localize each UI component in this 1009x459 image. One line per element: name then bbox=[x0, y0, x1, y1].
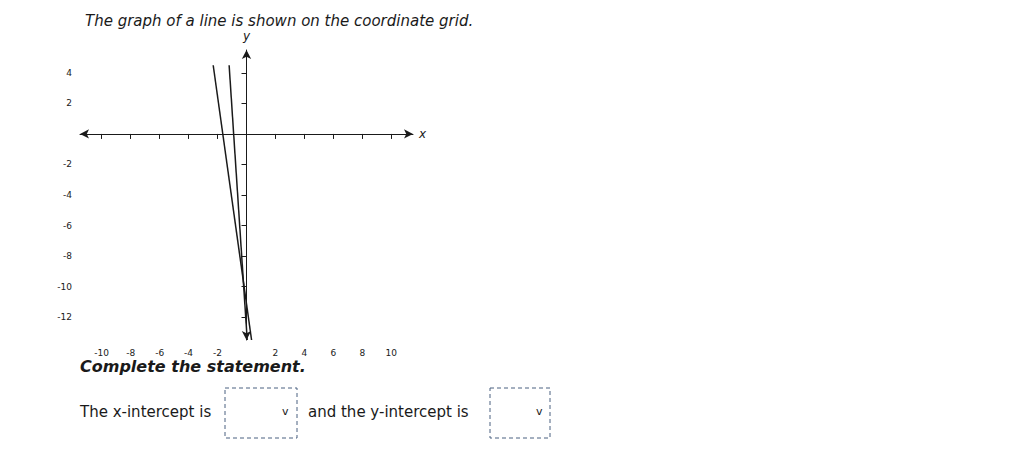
svg-text:-2: -2 bbox=[63, 159, 72, 169]
svg-text:y: y bbox=[242, 29, 251, 43]
svg-text:v: v bbox=[282, 405, 289, 418]
svg-text:-8: -8 bbox=[126, 348, 135, 358]
svg-text:6: 6 bbox=[331, 348, 337, 358]
svg-text:-4: -4 bbox=[184, 348, 193, 358]
svg-text:-12: -12 bbox=[57, 312, 72, 322]
svg-text:The graph of a line is shown o: The graph of a line is shown on the coor… bbox=[85, 12, 473, 30]
svg-text:4: 4 bbox=[302, 348, 308, 358]
svg-text:Complete the statement.: Complete the statement. bbox=[80, 357, 306, 376]
svg-text:-10: -10 bbox=[57, 282, 72, 292]
svg-text:8: 8 bbox=[359, 348, 365, 358]
svg-text:-6: -6 bbox=[63, 221, 72, 231]
svg-text:4: 4 bbox=[66, 68, 72, 78]
svg-text:-2: -2 bbox=[213, 348, 222, 358]
svg-text:and the y-intercept is: and the y-intercept is bbox=[308, 403, 469, 421]
svg-text:-8: -8 bbox=[63, 251, 72, 261]
svg-text:2: 2 bbox=[66, 98, 72, 108]
svg-text:-10: -10 bbox=[94, 348, 109, 358]
svg-text:-6: -6 bbox=[155, 348, 164, 358]
svg-text:v: v bbox=[536, 405, 543, 418]
svg-text:10: 10 bbox=[386, 348, 398, 358]
svg-text:2: 2 bbox=[273, 348, 279, 358]
svg-text:x: x bbox=[418, 127, 427, 141]
svg-text:The x-intercept is: The x-intercept is bbox=[79, 403, 211, 421]
svg-text:-4: -4 bbox=[63, 190, 72, 200]
